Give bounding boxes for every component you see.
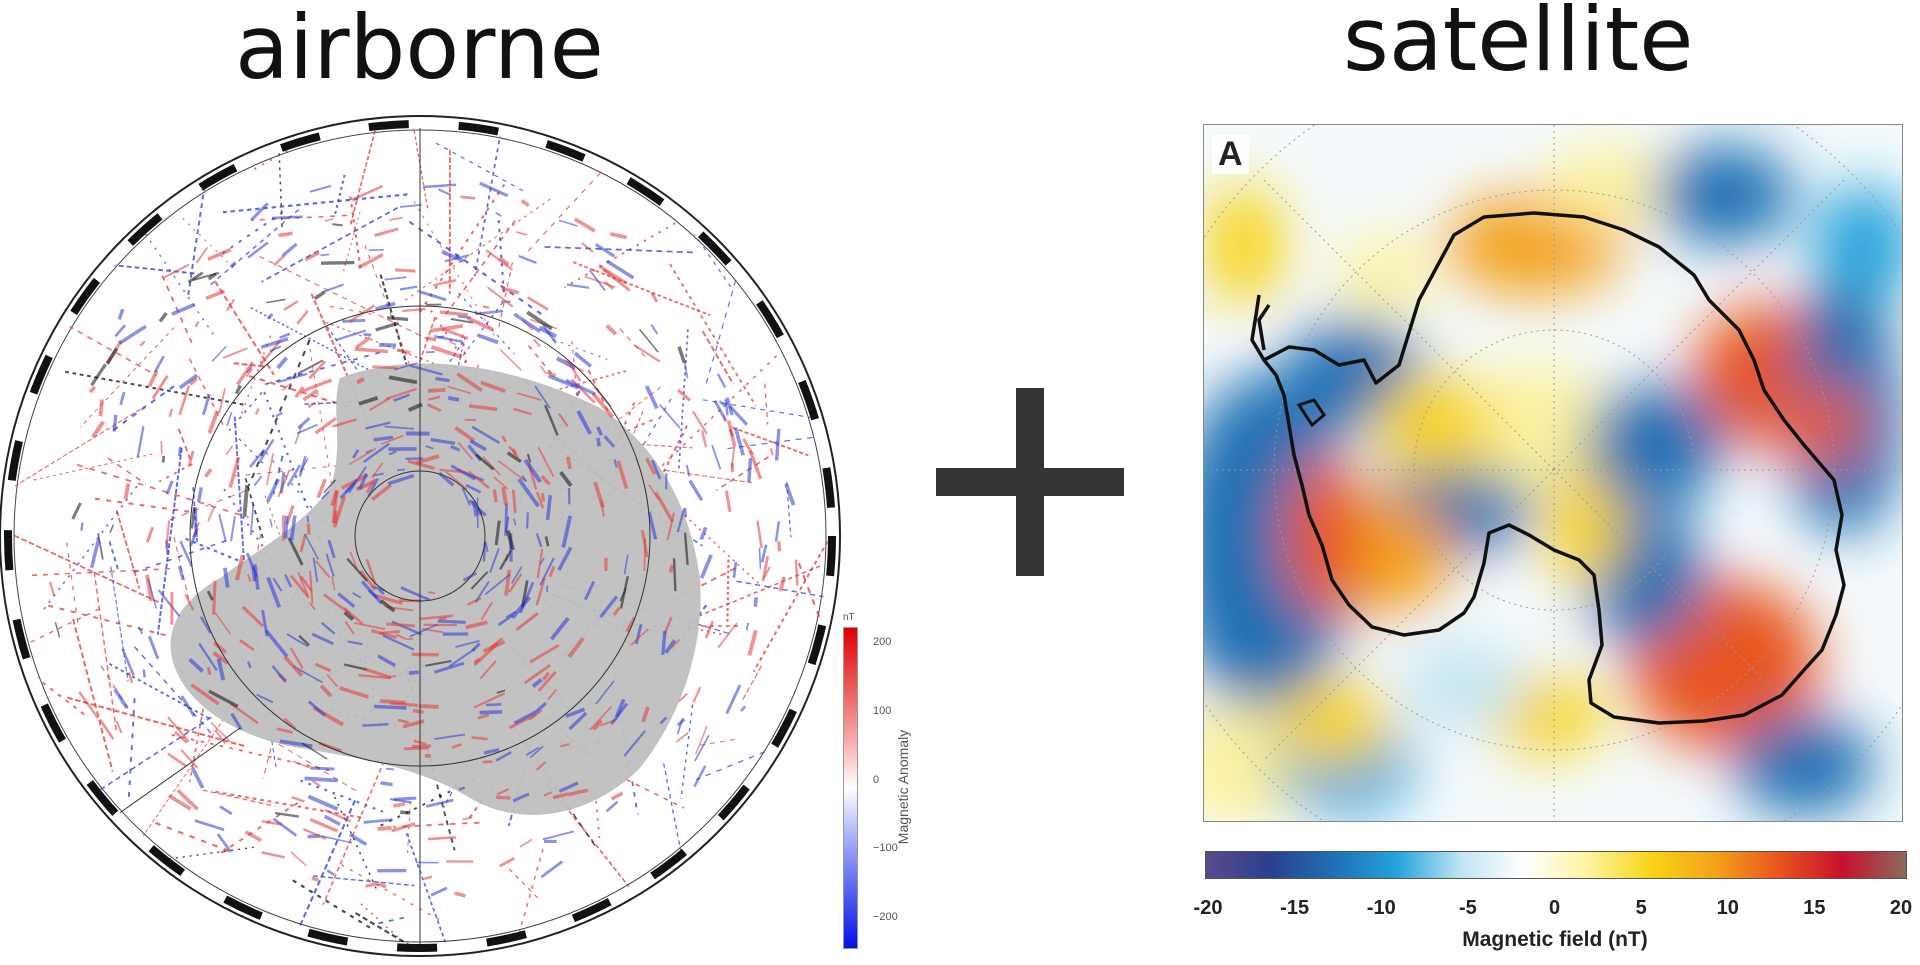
colorbar-airborne-unit: nT xyxy=(843,612,855,623)
satellite-magnetic-map: A xyxy=(1203,124,1903,822)
colorbar-satellite-tick: -10 xyxy=(1366,897,1396,919)
colorbar-satellite-tick: -20 xyxy=(1193,897,1223,919)
colorbar-satellite xyxy=(1205,851,1907,879)
colorbar-satellite-tick: 5 xyxy=(1635,897,1647,919)
flight-lines xyxy=(12,128,828,944)
colorbar-airborne xyxy=(843,627,858,949)
antarctica-coastline xyxy=(1250,211,1846,725)
colorbar-airborne-tick: −200 xyxy=(873,911,898,923)
colorbar-satellite-tick: 20 xyxy=(1889,897,1913,919)
graticule xyxy=(1204,125,1902,821)
antarctica-landmass xyxy=(170,363,701,815)
colorbar-satellite-tick: 0 xyxy=(1548,897,1561,919)
panel-letter: A xyxy=(1212,135,1249,174)
anomaly-streaks xyxy=(48,181,799,898)
colorbar-airborne-tick: 200 xyxy=(873,636,892,648)
colorbar-satellite-tick: 10 xyxy=(1716,897,1739,919)
colorbar-satellite-tick: -15 xyxy=(1280,897,1310,919)
satellite-map-graphic xyxy=(1204,125,1902,821)
colorbar-satellite-label: Magnetic field (nT) xyxy=(1462,928,1648,951)
colorbar-airborne-tick: 100 xyxy=(873,704,892,717)
title-satellite: satellite xyxy=(1343,0,1694,91)
colorbar-satellite-tick: -5 xyxy=(1458,897,1477,919)
colorbar-airborne-label: Magnetic Anomaly xyxy=(895,729,911,845)
title-airborne: airborne xyxy=(235,0,604,99)
colorbar-satellite-tick: 15 xyxy=(1803,897,1826,919)
colorbar-airborne-tick: −100 xyxy=(873,842,898,855)
map-frame xyxy=(4,120,836,952)
colorbar-airborne-tick: 0 xyxy=(873,773,880,786)
airborne-magnetic-map xyxy=(0,115,841,957)
plus-sign xyxy=(936,388,1124,576)
